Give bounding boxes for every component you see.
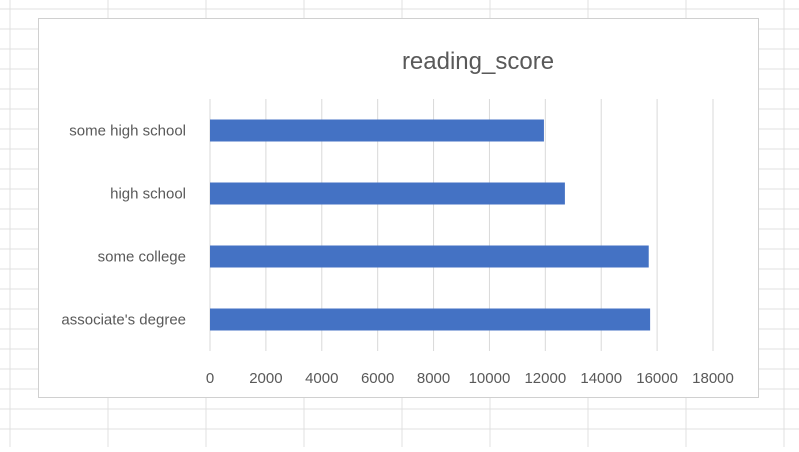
bar-0[interactable] — [210, 119, 544, 142]
category-label-1: high school — [110, 186, 186, 203]
bar-1[interactable] — [210, 182, 565, 205]
category-label-0: some high school — [69, 123, 186, 140]
x-tick-label-5: 10000 — [469, 370, 511, 387]
bar-2[interactable] — [210, 245, 649, 268]
x-tick-label-8: 16000 — [636, 370, 678, 387]
x-tick-label-7: 14000 — [580, 370, 622, 387]
x-tick-label-6: 12000 — [524, 370, 566, 387]
chart-title: reading_score — [402, 48, 554, 75]
chart-area[interactable]: reading_score 0 2000 4000 6000 8000 10000 1200… — [38, 18, 759, 398]
x-tick-label-9: 18000 — [692, 370, 734, 387]
category-label-3: associate's degree — [61, 312, 186, 329]
x-tick-label-0: 0 — [206, 370, 214, 387]
bar-chart: reading_score 0 2000 4000 6000 8000 10000 1200… — [61, 48, 734, 387]
category-label-2: some college — [98, 249, 186, 266]
bar-3[interactable] — [210, 308, 651, 331]
x-tick-label-1: 2000 — [249, 370, 282, 387]
x-tick-label-3: 6000 — [361, 370, 394, 387]
x-tick-label-2: 4000 — [305, 370, 338, 387]
x-tick-label-4: 8000 — [417, 370, 450, 387]
